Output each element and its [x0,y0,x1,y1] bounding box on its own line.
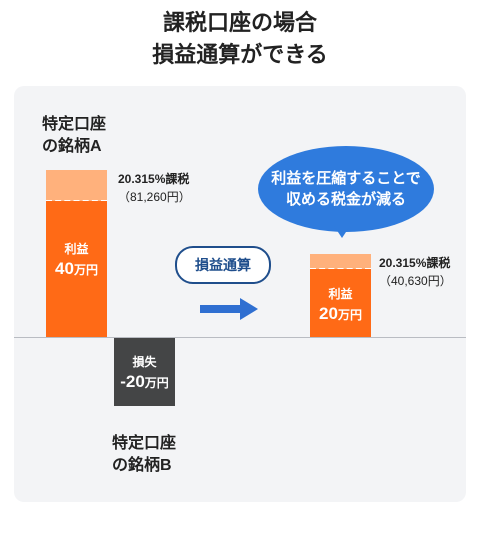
benefit-bubble: 利益を圧縮することで 収める税金が減る [258,146,434,232]
account-a-tax-bar [46,170,107,201]
baseline-divider [14,337,466,338]
account-b-loss-bar [114,338,175,406]
account-b-loss-value: -20 [120,372,145,391]
benefit-bubble-tail [334,226,350,238]
page-title-line2: 損益通算ができる [152,42,328,67]
account-b-loss-text: 損失 -20万円 [114,353,175,392]
account-a-tax-rate: 20.315%課税 [118,172,190,186]
benefit-bubble-line2: 収める税金が減る [285,191,406,208]
account-a-profit-bar [46,201,107,337]
result-tax-rate: 20.315%課税 [379,256,451,270]
account-a-tax-note: 20.315%課税 （81,260円） [118,170,191,206]
account-a-label-line2: の銘柄A [42,138,102,155]
account-b-loss-unit: 万円 [144,376,169,390]
arrow-right-icon [200,298,258,325]
account-a-tax-amount: （81,260円） [118,190,191,204]
result-tax-amount: （40,630円） [379,274,452,288]
account-a-profit-value: 40 [55,259,74,278]
account-a-profit-label: 利益 [64,242,89,256]
result-tax-bar [310,254,371,269]
result-tax-note: 20.315%課税 （40,630円） [379,254,452,290]
result-profit-value: 20 [319,304,338,323]
account-a-label-line1: 特定口座 [42,116,107,133]
result-profit-label: 利益 [328,287,353,301]
result-profit-text: 利益 20万円 [310,285,371,324]
account-a-label: 特定口座 の銘柄A [42,114,106,158]
account-b-label-line2: の銘柄B [112,457,172,474]
account-a-profit-unit: 万円 [73,263,98,277]
page-title-line1: 課税口座の場合 [162,10,317,35]
result-profit-unit: 万円 [337,308,362,322]
account-b-label-line1: 特定口座 [112,435,177,452]
benefit-bubble-line1: 利益を圧縮することで [271,170,421,187]
account-b-label: 特定口座 の銘柄B [112,433,176,477]
result-profit-bar [310,269,371,337]
account-a-profit-text: 利益 40万円 [46,240,107,279]
account-b-loss-label: 損失 [132,355,157,369]
offset-pill: 損益通算 [175,246,271,284]
